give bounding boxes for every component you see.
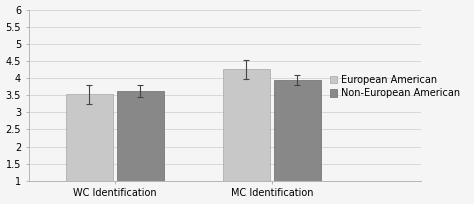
- Bar: [223, 70, 270, 181]
- Bar: [117, 91, 164, 181]
- Bar: [273, 80, 321, 181]
- Legend: European American, Non-European American: European American, Non-European American: [328, 73, 462, 100]
- Bar: [66, 94, 113, 181]
